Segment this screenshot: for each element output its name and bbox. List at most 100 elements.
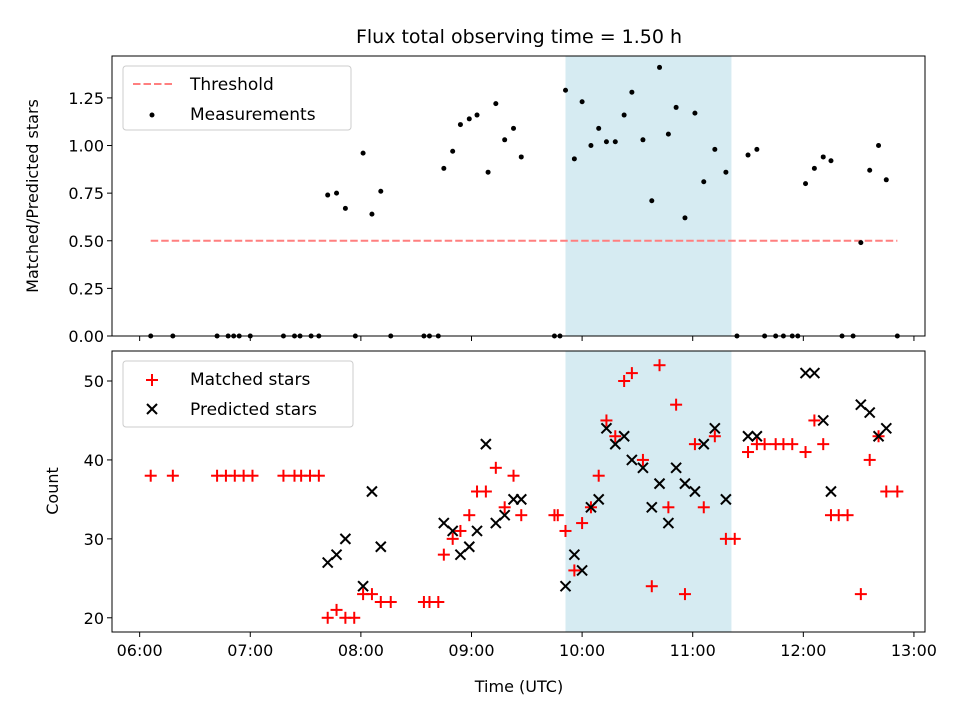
matched-star-point bbox=[277, 469, 290, 482]
bottom-ytick-label: 50 bbox=[84, 372, 104, 391]
measurement-point bbox=[754, 146, 760, 152]
measurement-point bbox=[629, 89, 635, 95]
matched-star-point bbox=[489, 461, 502, 474]
top-ytick-label: 1.25 bbox=[68, 89, 104, 108]
matched-star-point bbox=[708, 430, 721, 443]
measurement-point bbox=[682, 215, 688, 221]
measurement-point bbox=[596, 125, 602, 131]
matched-star-point bbox=[678, 588, 691, 601]
measurement-point bbox=[692, 110, 698, 116]
measurement-point bbox=[612, 139, 618, 145]
measurement-point bbox=[867, 167, 873, 173]
matched-star-point bbox=[662, 501, 675, 514]
matched-star-point bbox=[670, 398, 683, 411]
matched-star-point bbox=[891, 485, 904, 498]
matched-star-point bbox=[479, 485, 492, 498]
predicted-star-point bbox=[600, 422, 613, 435]
top-ytick-label: 0.75 bbox=[68, 184, 104, 203]
matched-star-point bbox=[697, 501, 710, 514]
matched-star-point bbox=[625, 367, 638, 380]
matched-star-point bbox=[636, 453, 649, 466]
matched-star-point bbox=[463, 509, 476, 522]
matched-star-point bbox=[348, 611, 361, 624]
matched-star-point bbox=[728, 532, 741, 545]
measurement-point bbox=[858, 240, 864, 246]
top-panel: 0.00 0.25 0.50 0.75 1.00 1.25 Matched/Predict… bbox=[23, 55, 926, 346]
bottom-x-ticks: 06:00 07:00 08:00 09:00 10:00 11:00 12:00 13:00 bbox=[117, 632, 937, 660]
bottom-y-ticks: 20 30 40 50 bbox=[84, 372, 112, 628]
predicted-star-point bbox=[618, 430, 630, 442]
top-x-ticks bbox=[139, 336, 915, 341]
predicted-star-point bbox=[751, 430, 763, 442]
predicted-star-point bbox=[568, 548, 581, 561]
matched-star-point bbox=[246, 469, 259, 482]
matched-star-point bbox=[507, 469, 520, 482]
predicted-star-point bbox=[825, 485, 837, 498]
top-ytick-label: 0.50 bbox=[68, 232, 104, 251]
measurement-point bbox=[712, 146, 718, 152]
predicted-star-point bbox=[653, 477, 666, 490]
measurement-point bbox=[474, 112, 480, 118]
bottom-panel: 20 30 40 50 06:00 07:00 08:00 09:00 10:00 11:00 1… bbox=[43, 350, 937, 696]
matched-legend-label: Matched stars bbox=[190, 370, 310, 390]
measurements-legend-swatch bbox=[149, 112, 155, 118]
predicted-star-point bbox=[863, 406, 876, 419]
measurement-point bbox=[621, 112, 627, 118]
measurement-point bbox=[457, 122, 463, 128]
top-y-ticks: 0.00 0.25 0.50 0.75 1.00 1.25 bbox=[68, 89, 112, 346]
predicted-star-point bbox=[446, 525, 459, 537]
predicted-legend-label: Predicted stars bbox=[190, 400, 317, 420]
predicted-star-point bbox=[662, 517, 675, 529]
matched-star-point bbox=[559, 524, 572, 537]
predicted-star-point bbox=[855, 398, 867, 411]
predicted-star-point bbox=[576, 564, 588, 577]
measurement-point bbox=[640, 137, 646, 143]
matched-star-point bbox=[742, 446, 755, 459]
predicted-star-point bbox=[330, 548, 343, 561]
measurement-point bbox=[518, 154, 524, 160]
bottom-legend-frame bbox=[122, 360, 354, 428]
measurement-point bbox=[342, 205, 348, 211]
measurement-point bbox=[441, 165, 447, 171]
top-ytick-label: 1.00 bbox=[68, 137, 104, 156]
matched-star-point bbox=[576, 517, 589, 530]
predicted-star-point bbox=[709, 422, 721, 435]
measurement-point bbox=[450, 148, 456, 154]
measurement-point bbox=[649, 198, 655, 204]
measurement-point bbox=[803, 181, 809, 187]
matched-star-point bbox=[808, 414, 821, 427]
measurement-point bbox=[378, 188, 384, 194]
bottom-ytick-label: 30 bbox=[84, 530, 104, 549]
matched-star-point bbox=[568, 564, 581, 577]
predicted-star-point bbox=[515, 493, 527, 506]
matched-star-point bbox=[437, 548, 450, 561]
predicted-star-point bbox=[366, 485, 378, 498]
predicted-star-point bbox=[637, 462, 649, 474]
measurement-point bbox=[511, 125, 517, 131]
bottom-axes-frame bbox=[111, 350, 926, 633]
matched-star-point bbox=[600, 414, 613, 427]
measurement-point bbox=[657, 64, 663, 70]
measurement-point bbox=[360, 150, 366, 156]
matched-star-point bbox=[618, 374, 631, 387]
measurement-point bbox=[502, 137, 508, 143]
measurement-point bbox=[820, 154, 826, 160]
matched-legend-swatch bbox=[146, 374, 158, 386]
predicted-star-point bbox=[357, 580, 369, 592]
measurement-point bbox=[828, 158, 834, 164]
measurement-point bbox=[588, 143, 594, 149]
matched-star-point bbox=[854, 588, 867, 601]
measurement-point bbox=[466, 116, 472, 122]
predicted-star-point bbox=[626, 454, 638, 466]
measurement-point bbox=[883, 177, 889, 183]
bottom-highlight-span bbox=[565, 351, 732, 632]
measurement-point bbox=[563, 87, 569, 93]
top-ytick-label: 0.00 bbox=[68, 327, 104, 346]
predicted-star-point bbox=[592, 493, 605, 506]
measurement-point bbox=[811, 165, 817, 171]
predicted-star-point bbox=[679, 477, 691, 490]
x-tick-label: 11:00 bbox=[670, 641, 716, 660]
matched-star-point bbox=[312, 469, 325, 482]
measurement-point bbox=[745, 152, 751, 158]
